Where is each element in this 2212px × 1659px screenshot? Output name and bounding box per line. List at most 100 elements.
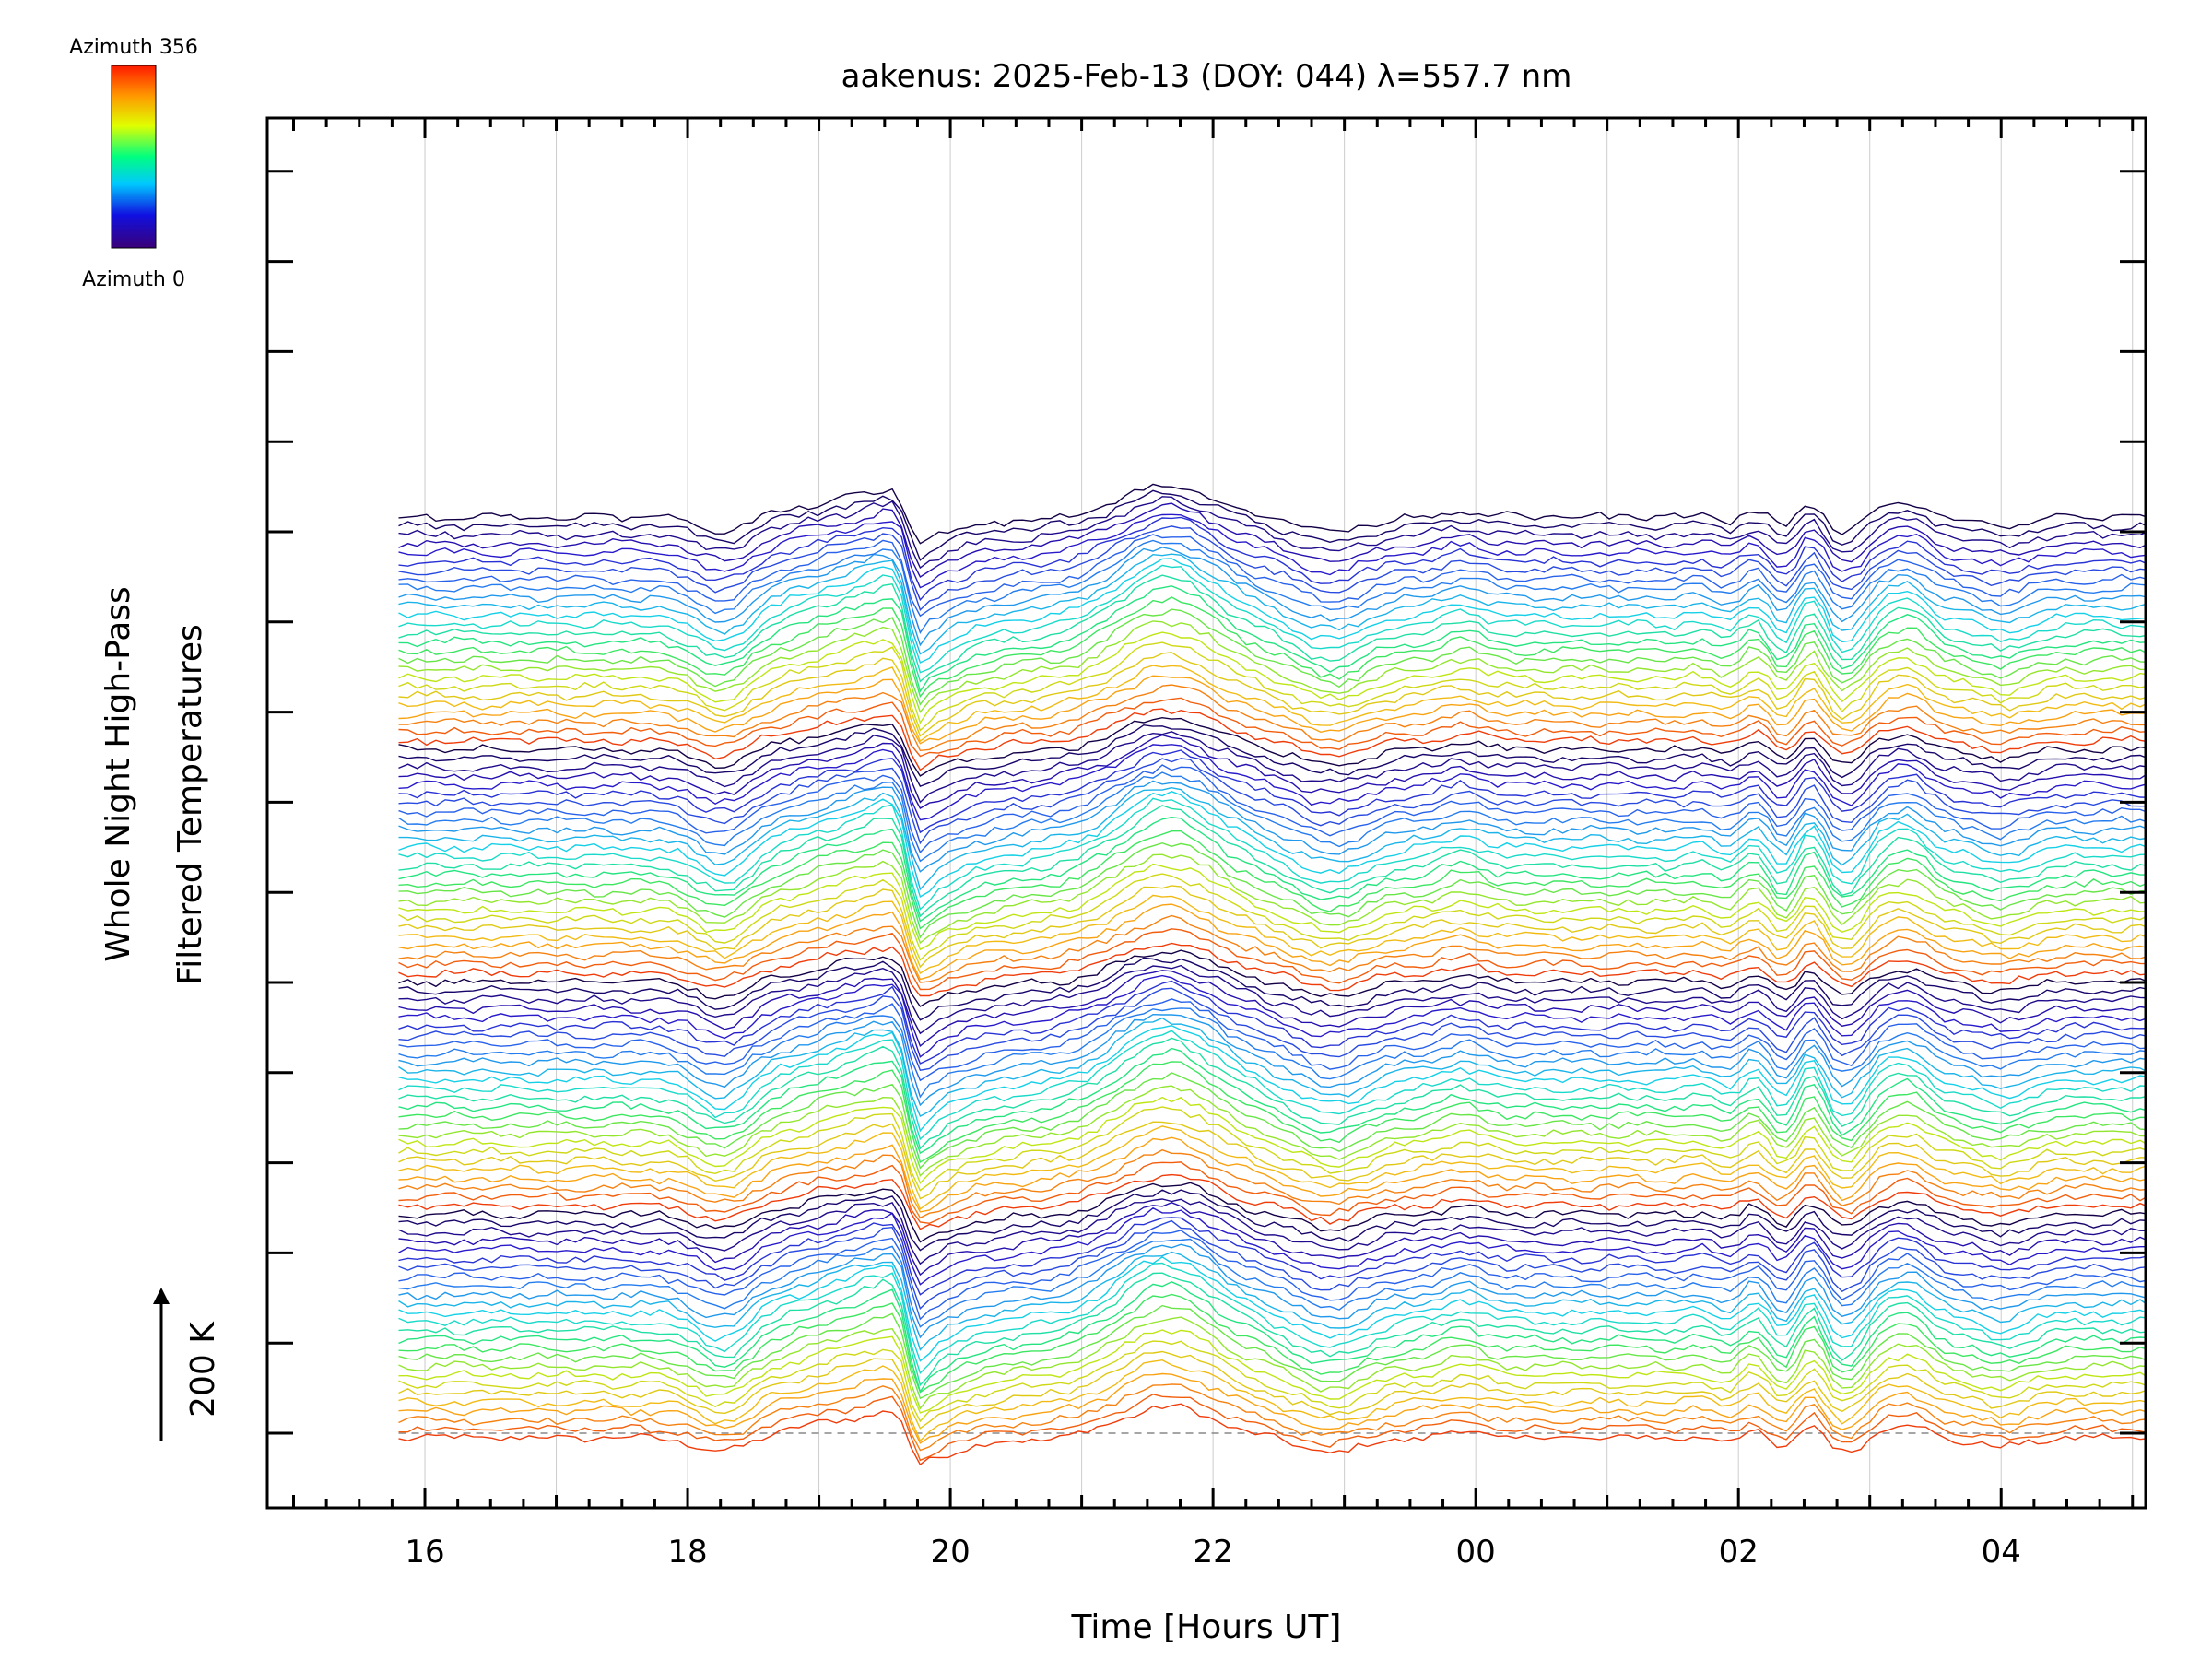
series-line [398,513,2146,589]
grid [398,118,2146,1508]
series-line [398,949,2146,1007]
series-line [398,1085,2146,1177]
x-tick-label: 20 [930,1534,970,1571]
series-line [398,987,2146,1071]
series-line [398,1037,2146,1150]
series-line [398,1047,2146,1155]
series-line [398,1238,2146,1328]
series-line [398,1293,2146,1394]
series-line [398,1202,2146,1277]
series-line [398,1262,2146,1375]
series-line [398,496,2146,570]
series-line [398,974,2146,1058]
series-line [398,1182,2146,1243]
series-line [398,553,2146,655]
series-line [398,780,2146,873]
x-tick-label: 16 [405,1534,444,1571]
series-line [398,1359,2146,1442]
y-axis-label-line1: Whole Night High-Pass [100,586,137,962]
series-line [398,620,2146,713]
series-line [398,873,2146,961]
y-axis-label-line2: Filtered Temperatures [171,624,209,985]
series-line [398,1340,2146,1423]
series-line [398,830,2146,930]
series-line [398,1219,2146,1311]
series-line [398,547,2146,647]
series-line [398,1198,2146,1265]
scale-arrow-head [153,1288,170,1304]
series-line [398,744,2146,821]
series-line [398,483,2146,545]
x-tick-label: 02 [1719,1534,1759,1571]
series-line [398,1096,2146,1184]
series-line [398,1072,2146,1170]
series-line [398,697,2146,758]
colorbar [111,65,157,249]
series-line [398,1281,2146,1394]
series-line [398,502,2146,579]
plot-frame [265,116,2147,1510]
series-line [398,558,2146,664]
colorbar-top-label: Azimuth 356 [69,36,198,59]
series-line [398,1030,2146,1141]
series-line [398,805,2146,918]
series-line [398,1161,2146,1225]
series-line [398,1350,2146,1430]
series-line [398,1255,2146,1362]
series-line [398,1148,2146,1219]
x-tick-labels: 16 18 20 22 00 02 04 [405,1534,2020,1571]
series-line [398,1206,2146,1286]
series-line [398,797,2146,911]
series-line [398,1403,2146,1466]
series-line [398,928,2146,991]
series-line [398,771,2146,863]
series-line [398,885,2146,969]
series-group [398,483,2146,1466]
x-axis-label: Time [Hours UT] [1071,1608,1342,1646]
series-line [398,914,2146,983]
series-line [398,894,2146,975]
series-line [398,534,2146,618]
series-line [398,1173,2146,1230]
series-line [398,1017,2146,1117]
series-line [398,1125,2146,1210]
series-line [398,564,2146,674]
series-line [398,853,2146,945]
axes [265,116,2147,1510]
series-line [398,489,2146,561]
series-line [398,1217,2146,1296]
scale-label: 200 K [184,1321,222,1418]
colorbar-bottom-label: Azimuth 0 [82,268,185,291]
series-line [398,1329,2146,1414]
series-line [398,970,2146,1048]
series-line [398,734,2146,809]
series-line [398,1372,2146,1444]
series-line [398,585,2146,693]
series-line [398,708,2146,771]
series-line [398,1251,2146,1351]
series-line [398,1394,2146,1462]
series-line [398,1316,2146,1410]
series-line [398,764,2146,853]
series-line [398,903,2146,981]
series-line [398,539,2146,634]
series-line [398,731,2146,804]
series-line [398,675,2146,745]
series-line [398,574,2146,683]
series-line [398,786,2146,891]
series-line [398,791,2146,898]
series-line [398,1230,2146,1321]
series-line [398,1121,2146,1200]
series-line [398,841,2146,939]
series-line [398,724,2146,787]
series-line [398,816,2146,923]
series-line [398,716,2146,777]
series-line [398,525,2146,611]
series-line [398,1272,2146,1387]
series-line [398,608,2146,706]
series-line [398,957,2146,1021]
series-line [398,749,2146,834]
series-line [398,1136,2146,1213]
series-line [398,641,2146,732]
